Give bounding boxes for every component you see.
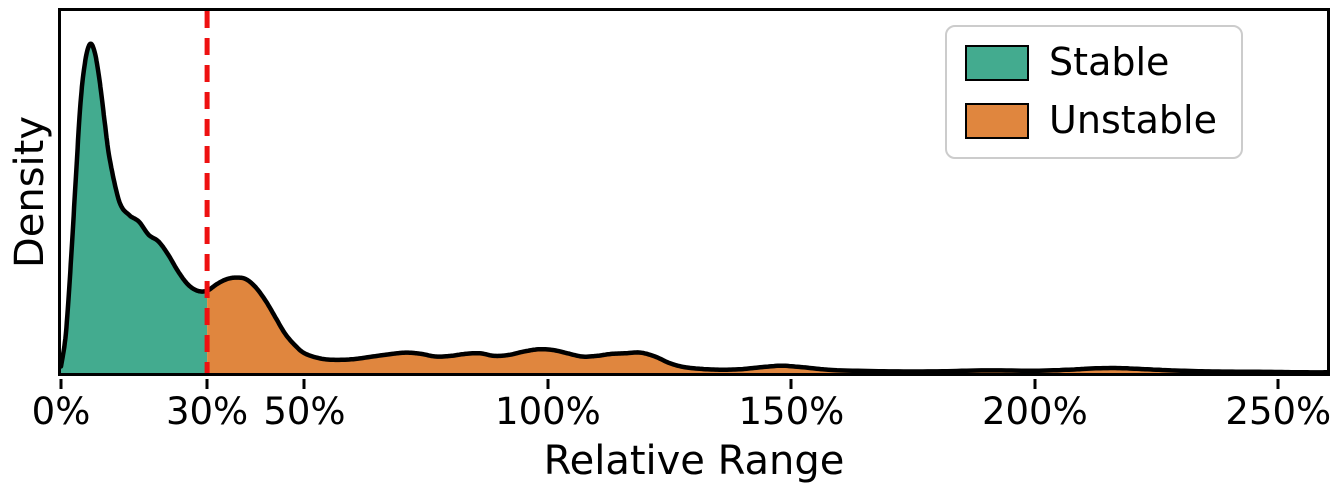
x-tick-label: 30% bbox=[165, 390, 249, 433]
plot-area: Stable Unstable bbox=[58, 8, 1330, 376]
x-tick-mark bbox=[59, 379, 63, 389]
density-plot-svg bbox=[61, 11, 1327, 373]
x-axis-label: Relative Range bbox=[543, 438, 845, 484]
x-tick-label: 50% bbox=[263, 390, 346, 433]
x-tick-label: 250% bbox=[1225, 390, 1332, 433]
density-curve bbox=[61, 41, 1327, 373]
unstable-area bbox=[207, 277, 1327, 373]
legend-label-unstable: Unstable bbox=[1049, 97, 1217, 142]
stable-area bbox=[61, 43, 208, 373]
x-tick-label: 200% bbox=[981, 390, 1088, 433]
x-tick-mark bbox=[1276, 379, 1280, 389]
x-axis-ticks: 0% 30% 50% 100% 150% 200% 250% bbox=[32, 376, 1331, 440]
x-tick-label: 0% bbox=[31, 390, 91, 433]
x-tick-label: 150% bbox=[738, 390, 845, 433]
x-tick-mark bbox=[546, 379, 550, 389]
x-tick-mark bbox=[789, 379, 793, 389]
x-tick-mark bbox=[302, 379, 306, 389]
legend: Stable Unstable bbox=[945, 25, 1243, 159]
legend-item-unstable: Unstable bbox=[965, 97, 1217, 142]
legend-label-stable: Stable bbox=[1049, 40, 1170, 84]
legend-item-stable: Stable bbox=[965, 40, 1217, 84]
stable-swatch bbox=[965, 44, 1030, 81]
unstable-swatch bbox=[965, 102, 1030, 139]
x-tick-mark bbox=[1033, 379, 1037, 389]
y-axis-label: Density bbox=[7, 115, 53, 269]
x-tick-mark bbox=[205, 379, 209, 389]
x-tick-label: 100% bbox=[495, 390, 601, 433]
